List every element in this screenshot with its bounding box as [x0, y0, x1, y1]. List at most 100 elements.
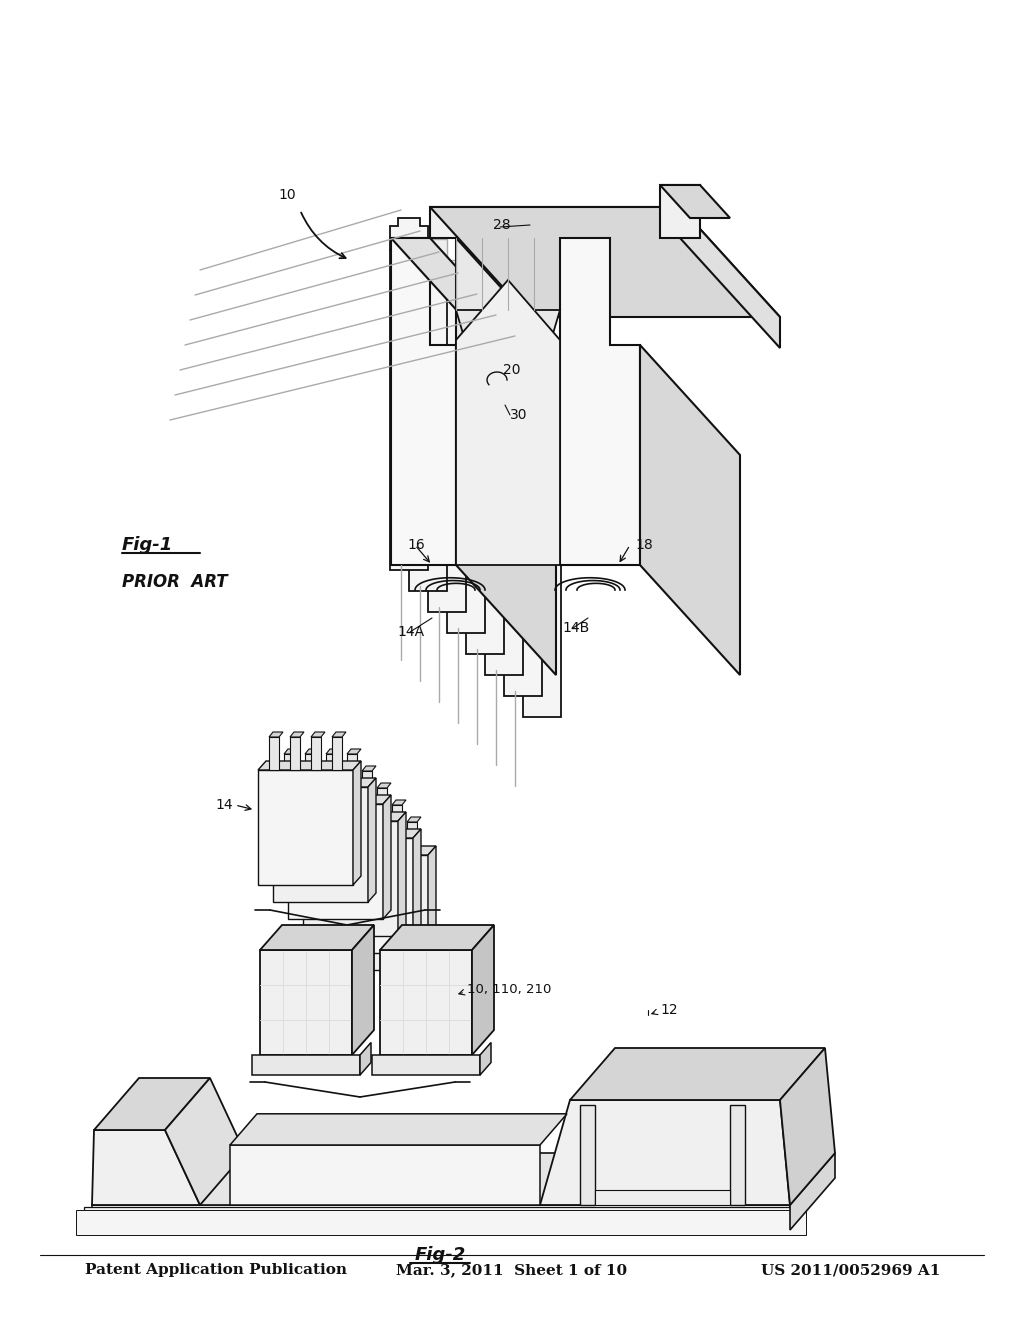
Polygon shape [392, 805, 402, 838]
Polygon shape [76, 1210, 806, 1234]
Text: US 2011/0052969 A1: US 2011/0052969 A1 [761, 1263, 940, 1276]
Polygon shape [386, 817, 400, 822]
Polygon shape [230, 1144, 540, 1205]
Polygon shape [260, 925, 374, 950]
Polygon shape [350, 800, 364, 805]
Text: 14B: 14B [562, 620, 589, 635]
Polygon shape [92, 1130, 200, 1205]
Polygon shape [456, 345, 556, 675]
Polygon shape [314, 788, 324, 821]
Text: 16: 16 [407, 539, 425, 552]
Polygon shape [92, 1205, 790, 1230]
Polygon shape [485, 355, 523, 675]
Polygon shape [269, 737, 279, 770]
Text: 14: 14 [215, 799, 232, 812]
Polygon shape [383, 795, 391, 919]
Polygon shape [371, 800, 385, 805]
Polygon shape [353, 762, 361, 884]
Polygon shape [299, 766, 313, 771]
Polygon shape [560, 238, 640, 565]
Polygon shape [341, 771, 351, 804]
Polygon shape [540, 1100, 790, 1205]
Polygon shape [377, 788, 387, 821]
Polygon shape [409, 239, 447, 271]
Polygon shape [258, 770, 353, 884]
Polygon shape [730, 1105, 745, 1205]
Polygon shape [260, 950, 352, 1055]
Polygon shape [386, 822, 396, 855]
Polygon shape [352, 925, 374, 1055]
Polygon shape [284, 748, 298, 754]
Polygon shape [595, 1191, 730, 1205]
Polygon shape [311, 733, 325, 737]
Polygon shape [428, 292, 466, 612]
Polygon shape [660, 185, 700, 238]
Polygon shape [392, 800, 406, 805]
Polygon shape [344, 822, 354, 855]
Polygon shape [407, 817, 421, 822]
Polygon shape [347, 754, 357, 787]
Text: 10, 110, 210: 10, 110, 210 [467, 983, 551, 997]
Polygon shape [466, 334, 504, 653]
Polygon shape [365, 822, 375, 855]
Polygon shape [368, 777, 376, 902]
Polygon shape [332, 733, 346, 737]
Polygon shape [299, 771, 309, 804]
Polygon shape [165, 1078, 245, 1205]
Polygon shape [480, 1043, 490, 1074]
Text: 14A: 14A [397, 624, 424, 639]
Polygon shape [371, 805, 381, 838]
Polygon shape [344, 817, 358, 822]
Polygon shape [365, 817, 379, 822]
Polygon shape [790, 1152, 835, 1230]
Text: 12: 12 [660, 1003, 678, 1016]
Polygon shape [680, 207, 780, 348]
Polygon shape [640, 345, 740, 675]
Polygon shape [94, 1078, 210, 1130]
Polygon shape [311, 737, 321, 770]
Polygon shape [288, 795, 391, 804]
Text: PRIOR  ART: PRIOR ART [122, 573, 227, 591]
Polygon shape [407, 822, 417, 855]
Polygon shape [466, 302, 504, 334]
Polygon shape [284, 754, 294, 787]
Polygon shape [372, 1055, 480, 1074]
Polygon shape [504, 345, 542, 376]
Polygon shape [329, 800, 343, 805]
Polygon shape [580, 1105, 595, 1205]
Polygon shape [380, 950, 472, 1055]
Polygon shape [447, 313, 485, 634]
Polygon shape [362, 766, 376, 771]
Polygon shape [335, 788, 345, 821]
Polygon shape [318, 829, 421, 838]
Polygon shape [333, 846, 436, 855]
Polygon shape [447, 281, 485, 313]
Text: 18: 18 [635, 539, 652, 552]
Polygon shape [92, 1152, 835, 1205]
Polygon shape [356, 783, 370, 788]
Polygon shape [523, 366, 561, 397]
Polygon shape [472, 925, 494, 1055]
Polygon shape [391, 238, 456, 565]
Polygon shape [485, 323, 523, 355]
Polygon shape [360, 1043, 371, 1074]
Polygon shape [319, 766, 334, 771]
Polygon shape [329, 805, 339, 838]
Polygon shape [430, 207, 780, 317]
Text: Fig-2: Fig-2 [415, 1246, 466, 1265]
Polygon shape [456, 280, 560, 565]
Polygon shape [326, 754, 336, 787]
Polygon shape [660, 185, 730, 218]
Polygon shape [290, 733, 304, 737]
Polygon shape [288, 804, 383, 919]
Polygon shape [523, 397, 561, 717]
Polygon shape [380, 925, 494, 950]
Polygon shape [84, 1208, 798, 1233]
Polygon shape [273, 777, 376, 787]
Polygon shape [409, 271, 447, 591]
Text: Mar. 3, 2011  Sheet 1 of 10: Mar. 3, 2011 Sheet 1 of 10 [396, 1263, 628, 1276]
Polygon shape [341, 766, 355, 771]
Polygon shape [305, 748, 319, 754]
Polygon shape [780, 1048, 835, 1205]
Polygon shape [390, 218, 428, 249]
